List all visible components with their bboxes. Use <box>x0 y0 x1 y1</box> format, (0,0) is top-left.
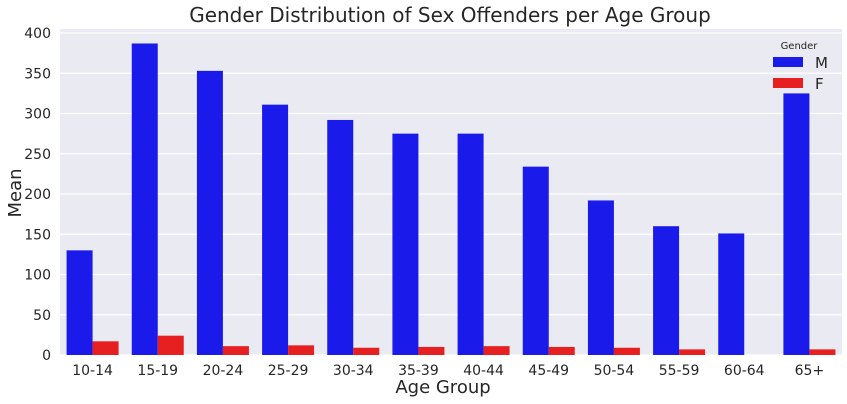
x-tick-label: 40-44 <box>463 363 504 379</box>
y-tick-label: 100 <box>24 268 51 284</box>
bar-m-40-44 <box>457 133 484 355</box>
bar-f-45-49 <box>548 346 575 355</box>
legend-swatch-f <box>773 78 803 88</box>
x-tick-label: 25-29 <box>268 363 309 379</box>
y-tick-label: 300 <box>24 107 51 123</box>
x-tick-label: 10-14 <box>72 363 113 379</box>
bar-m-30-34 <box>327 119 354 355</box>
x-tick-label: 15-19 <box>137 363 178 379</box>
x-tick-label: 60-64 <box>724 363 765 379</box>
bar-f-40-44 <box>483 346 510 355</box>
x-tick-label: 65+ <box>795 363 825 379</box>
bar-m-25-29 <box>262 104 289 355</box>
x-tick-label: 50-54 <box>594 363 635 379</box>
bar-f-10-14 <box>92 341 119 355</box>
bar-f-30-34 <box>353 347 380 355</box>
bar-m-35-39 <box>392 133 419 355</box>
x-tick-label: 30-34 <box>333 363 374 379</box>
bar-m-55-59 <box>653 226 680 355</box>
y-tick-label: 50 <box>33 308 51 324</box>
bar-f-25-29 <box>288 345 315 355</box>
bar-f-15-19 <box>157 335 184 355</box>
y-tick-label: 150 <box>24 227 51 243</box>
y-axis-label: Mean <box>5 168 26 217</box>
x-tick-label: 45-49 <box>528 363 569 379</box>
bar-m-65+ <box>783 93 810 355</box>
legend-label-f: F <box>815 75 824 93</box>
bar-m-45-49 <box>522 166 549 355</box>
legend: Gender MF <box>773 41 828 93</box>
bar-f-50-54 <box>613 347 640 355</box>
bar-m-50-54 <box>587 200 614 355</box>
bar-f-55-59 <box>679 349 706 355</box>
y-tick-labels: 0 50 100 150 200 250 300 350 400 <box>24 26 51 364</box>
y-tick-label: 350 <box>24 66 51 82</box>
legend-label-m: M <box>815 54 828 72</box>
x-tick-label: 20-24 <box>203 363 244 379</box>
bar-m-10-14 <box>66 250 93 355</box>
plot-background <box>60 29 842 355</box>
y-tick-label: 200 <box>24 187 51 203</box>
y-tick-label: 400 <box>24 26 51 42</box>
bar-m-20-24 <box>196 70 223 356</box>
legend-swatch-m <box>773 57 803 67</box>
grid-lines <box>60 32 842 356</box>
bar-f-20-24 <box>222 346 249 355</box>
bar-f-35-39 <box>418 346 445 355</box>
x-tick-label: 35-39 <box>398 363 439 379</box>
bar-m-60-64 <box>718 233 745 355</box>
chart-title: Gender Distribution of Sex Offenders per… <box>189 3 711 27</box>
x-tick-labels: 10-14 15-19 20-24 25-29 30-34 35-39 40-44 45-49… <box>72 363 824 379</box>
bar-m-15-19 <box>131 43 158 355</box>
bars <box>66 43 836 356</box>
y-tick-label: 250 <box>24 147 51 163</box>
y-tick-label: 0 <box>42 348 51 364</box>
legend-title: Gender <box>781 41 819 52</box>
x-axis-label: Age Group <box>395 377 490 398</box>
bar-f-65+ <box>809 349 836 355</box>
x-tick-label: 55-59 <box>659 363 700 379</box>
